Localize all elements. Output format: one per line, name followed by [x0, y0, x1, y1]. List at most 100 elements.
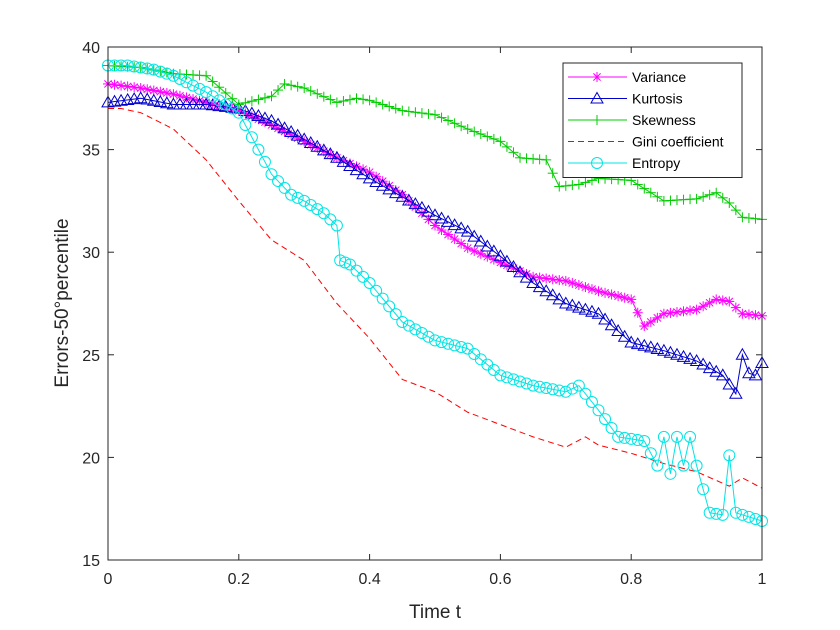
series-marker [388, 186, 403, 199]
x-tick-label: 0 [104, 571, 113, 588]
series-marker [122, 81, 133, 92]
legend-label: Kurtosis [632, 91, 683, 107]
series-marker [585, 304, 599, 317]
y-tick-label: 15 [82, 553, 100, 570]
series-marker [415, 200, 429, 213]
series-marker [232, 106, 245, 119]
series-marker [258, 155, 271, 168]
series-marker [737, 212, 748, 223]
series-marker [586, 284, 597, 295]
series-marker [356, 167, 370, 180]
series-marker [553, 384, 566, 397]
y-tick-label: 20 [82, 450, 100, 467]
x-tick-label: 0.6 [489, 571, 511, 588]
series-marker [140, 92, 155, 105]
series-marker [664, 467, 677, 480]
series-marker [273, 85, 284, 96]
series-marker [645, 316, 656, 327]
series-marker [371, 97, 382, 108]
x-axis-label: Time t [409, 602, 462, 623]
legend-label: Entropy [632, 155, 680, 171]
series-marker [428, 208, 442, 221]
series-marker [749, 512, 762, 525]
series-marker [220, 87, 231, 98]
series-marker [292, 81, 303, 92]
series-marker [618, 431, 631, 444]
series-marker [410, 107, 421, 118]
series-marker [304, 199, 317, 212]
legend-label: Variance [632, 69, 686, 85]
series-marker [494, 369, 507, 382]
series-marker [238, 104, 253, 117]
series-marker [541, 273, 552, 284]
series-marker [219, 98, 232, 111]
series-marker [663, 345, 678, 358]
series-marker [480, 239, 495, 252]
series-marker [456, 238, 467, 249]
series-marker [729, 506, 742, 519]
series-marker [716, 508, 729, 521]
series-marker [402, 319, 415, 332]
series-marker [670, 430, 683, 443]
series-marker [390, 103, 401, 114]
series-marker [134, 61, 147, 74]
series-marker [624, 335, 639, 348]
y-tick-label: 40 [82, 40, 100, 57]
series-marker [245, 106, 259, 119]
series-marker [272, 175, 285, 188]
series-marker [324, 213, 337, 226]
series-marker [299, 83, 310, 94]
series-marker [534, 154, 545, 165]
series-marker [193, 82, 206, 95]
series-marker [277, 121, 292, 134]
series-marker [507, 373, 520, 386]
series-marker [630, 337, 645, 350]
series-marker [456, 121, 467, 132]
series-marker [533, 380, 546, 393]
series-marker [632, 179, 643, 190]
series-marker [159, 96, 174, 109]
series-marker [486, 244, 501, 257]
series-marker [736, 508, 749, 521]
series-marker [338, 96, 349, 107]
series-marker [717, 295, 728, 306]
series-marker [567, 277, 578, 288]
series-marker [554, 275, 565, 286]
series-marker [174, 90, 185, 101]
series-marker [303, 136, 318, 149]
series-marker [449, 234, 460, 245]
series-marker [645, 187, 656, 198]
series-marker [358, 94, 369, 105]
series-marker [677, 459, 690, 472]
series-marker [441, 214, 455, 227]
series-marker [580, 177, 591, 188]
series-marker [133, 91, 148, 104]
series-marker [291, 191, 304, 204]
series-marker [469, 126, 480, 137]
series-marker [226, 102, 239, 115]
series-marker [409, 323, 422, 336]
series-marker [513, 265, 527, 278]
series-marker [350, 264, 363, 277]
series-marker [376, 292, 389, 305]
legend-label: Skewness [632, 112, 696, 128]
series-marker [573, 179, 584, 190]
series-marker [545, 288, 560, 301]
series-marker [401, 193, 416, 206]
series-marker [135, 83, 146, 94]
series-marker [704, 297, 715, 308]
series-marker [115, 59, 128, 72]
series-marker [690, 459, 703, 472]
series-marker [520, 377, 533, 390]
series-marker [382, 182, 397, 195]
series-marker [717, 192, 728, 203]
series-marker [448, 339, 461, 352]
series-marker [310, 139, 325, 152]
series-line [108, 64, 763, 522]
series-marker [362, 171, 377, 184]
series-marker [519, 270, 534, 283]
series-marker [730, 302, 741, 313]
series-marker [443, 115, 454, 126]
series-marker [187, 79, 200, 92]
